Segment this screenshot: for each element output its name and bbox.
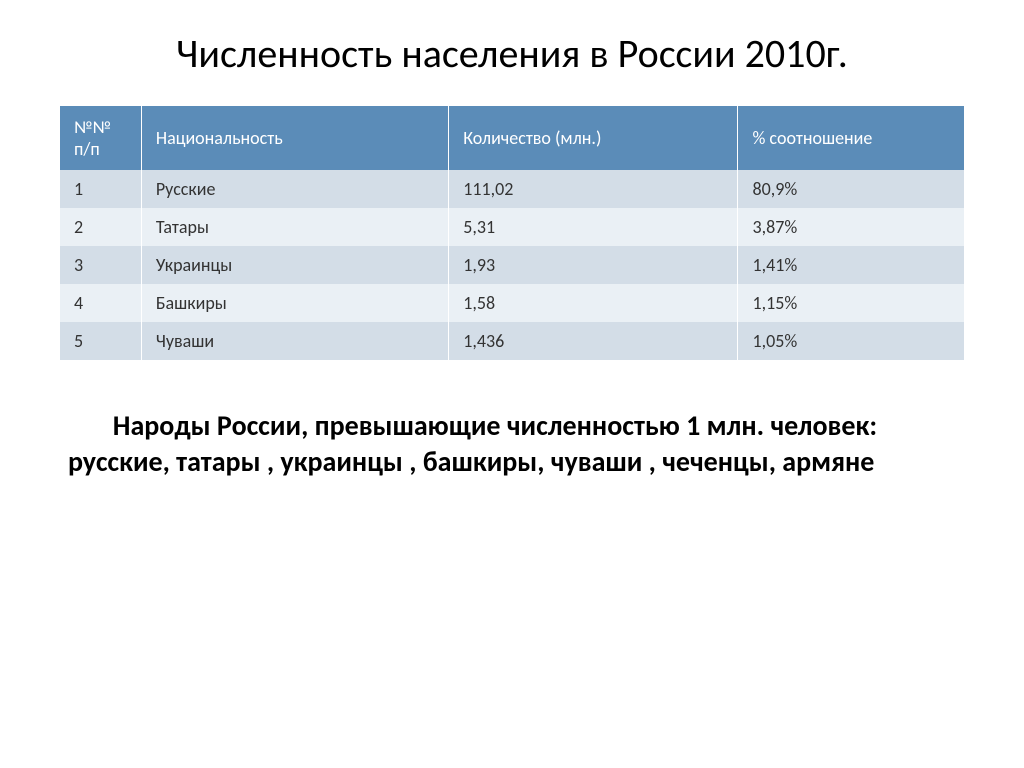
cell-pct: 80,9% xyxy=(738,170,964,208)
cell-qty: 111,02 xyxy=(449,170,738,208)
cell-nat: Украинцы xyxy=(141,246,448,284)
summary-text: Народы России, превышающие численностью … xyxy=(60,408,964,480)
cell-num: 1 xyxy=(60,170,141,208)
table-row: 2 Татары 5,31 3,87% xyxy=(60,208,964,246)
cell-qty: 1,58 xyxy=(449,284,738,322)
table-row: 4 Башкиры 1,58 1,15% xyxy=(60,284,964,322)
slide-title: Численность населения в России 2010г. xyxy=(60,30,964,78)
table-row: 3 Украинцы 1,93 1,41% xyxy=(60,246,964,284)
cell-qty: 1,93 xyxy=(449,246,738,284)
col-header-quantity: Количество (млн.) xyxy=(449,106,738,170)
cell-num: 3 xyxy=(60,246,141,284)
col-header-percent: % соотношение xyxy=(738,106,964,170)
table-row: 5 Чуваши 1,436 1,05% xyxy=(60,322,964,360)
cell-nat: Чуваши xyxy=(141,322,448,360)
cell-num: 2 xyxy=(60,208,141,246)
cell-qty: 1,436 xyxy=(449,322,738,360)
cell-pct: 1,15% xyxy=(738,284,964,322)
cell-nat: Русские xyxy=(141,170,448,208)
cell-num: 5 xyxy=(60,322,141,360)
population-table: №№ п/п Национальность Количество (млн.) … xyxy=(60,106,964,360)
table-row: 1 Русские 111,02 80,9% xyxy=(60,170,964,208)
cell-qty: 5,31 xyxy=(449,208,738,246)
cell-nat: Татары xyxy=(141,208,448,246)
col-header-nationality: Национальность xyxy=(141,106,448,170)
cell-num: 4 xyxy=(60,284,141,322)
cell-pct: 3,87% xyxy=(738,208,964,246)
col-header-num: №№ п/п xyxy=(60,106,141,170)
cell-nat: Башкиры xyxy=(141,284,448,322)
cell-pct: 1,41% xyxy=(738,246,964,284)
cell-pct: 1,05% xyxy=(738,322,964,360)
table-header-row: №№ п/п Национальность Количество (млн.) … xyxy=(60,106,964,170)
